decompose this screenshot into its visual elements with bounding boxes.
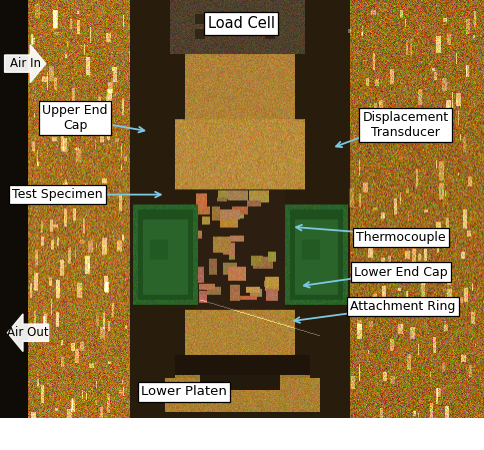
Text: Air Out: Air Out xyxy=(7,326,49,339)
Text: Test Specimen: Test Specimen xyxy=(12,188,103,201)
Text: Lower Platen: Lower Platen xyxy=(141,385,227,398)
FancyArrow shape xyxy=(8,314,48,351)
Text: Displacement
Transducer: Displacement Transducer xyxy=(363,111,449,139)
Text: Thermocouple: Thermocouple xyxy=(356,231,446,244)
Text: Attachment Ring: Attachment Ring xyxy=(350,300,455,313)
Text: Air In: Air In xyxy=(10,57,41,70)
FancyArrow shape xyxy=(4,45,45,82)
Text: Load Cell: Load Cell xyxy=(208,16,274,31)
Text: Lower End Cap: Lower End Cap xyxy=(354,266,448,279)
Text: Upper End
Cap: Upper End Cap xyxy=(42,104,108,132)
